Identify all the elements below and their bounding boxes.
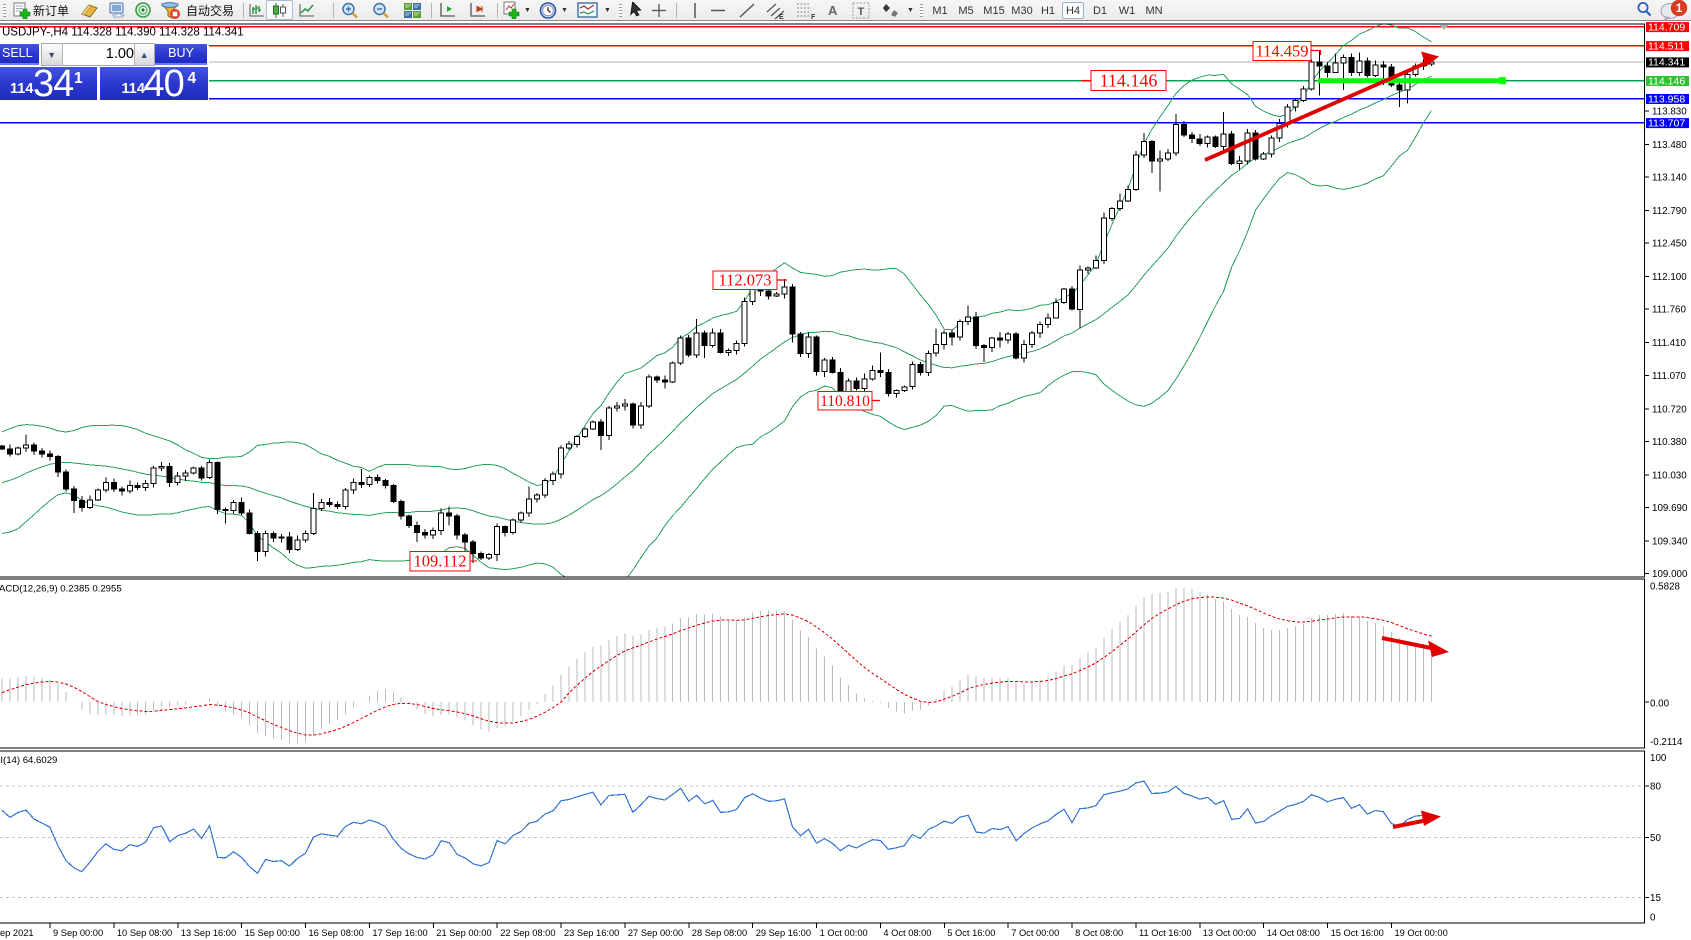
svg-text:114.511: 114.511 [1648,40,1685,52]
svg-text:ep 2021: ep 2021 [0,928,34,938]
svg-text:111.070: 111.070 [1652,371,1687,382]
svg-text:13 Oct 00:00: 13 Oct 00:00 [1203,928,1256,938]
svg-text:1 Oct 00:00: 1 Oct 00:00 [820,928,868,938]
svg-text:113.140: 113.140 [1652,173,1687,184]
svg-text:0: 0 [1650,913,1656,924]
svg-text:80: 80 [1650,781,1661,792]
svg-text:50: 50 [1650,833,1661,844]
svg-text:114.459: 114.459 [1255,41,1308,60]
svg-text:22 Sep 08:00: 22 Sep 08:00 [500,928,555,938]
svg-text:4 Oct 08:00: 4 Oct 08:00 [883,928,931,938]
svg-text:110.380: 110.380 [1652,437,1687,448]
svg-text:16 Sep 08:00: 16 Sep 08:00 [309,928,364,938]
svg-text:111.760: 111.760 [1652,305,1687,316]
svg-text:109.000: 109.000 [1652,569,1688,580]
svg-text:114.709: 114.709 [1648,22,1685,33]
svg-text:110.030: 110.030 [1652,470,1687,481]
svg-text:27 Sep 00:00: 27 Sep 00:00 [628,928,683,938]
svg-text:1: 1 [1676,1,1683,15]
svg-text:110.810: 110.810 [820,393,870,410]
svg-text:114.146: 114.146 [1648,75,1685,87]
svg-text:114.341: 114.341 [1648,57,1685,69]
svg-text:113.480: 113.480 [1652,140,1687,151]
svg-text:112.073: 112.073 [718,271,771,290]
svg-text:15 Sep 00:00: 15 Sep 00:00 [245,928,300,938]
svg-text:112.790: 112.790 [1652,206,1687,217]
svg-text:0.5828: 0.5828 [1650,582,1681,593]
svg-text:F: F [811,14,816,20]
svg-text:100: 100 [1650,753,1667,764]
svg-text:109.340: 109.340 [1652,536,1688,547]
svg-text:RSI(14) 64.6029: RSI(14) 64.6029 [0,755,57,766]
svg-text:9 Sep 00:00: 9 Sep 00:00 [53,928,103,938]
svg-text:113.707: 113.707 [1648,117,1685,129]
svg-text:8 Oct 08:00: 8 Oct 08:00 [1075,928,1123,938]
svg-text:19 Oct 00:00: 19 Oct 00:00 [1395,928,1448,938]
svg-text:MACD(12,26,9) 0.2385 0.2955: MACD(12,26,9) 0.2385 0.2955 [0,584,122,595]
svg-text:23 Sep 16:00: 23 Sep 16:00 [564,928,619,938]
svg-text:114.146: 114.146 [1100,70,1158,90]
svg-text:13 Sep 16:00: 13 Sep 16:00 [181,928,236,938]
svg-text:T: T [858,6,865,18]
svg-text:10 Sep 08:00: 10 Sep 08:00 [117,928,172,938]
svg-text:17 Sep 16:00: 17 Sep 16:00 [372,928,427,938]
svg-text:-0.2114: -0.2114 [1650,737,1683,748]
svg-text:15 Oct 16:00: 15 Oct 16:00 [1331,928,1384,938]
svg-text:109.112: 109.112 [413,552,466,571]
svg-text:7 Oct 00:00: 7 Oct 00:00 [1011,928,1059,938]
svg-text:113.958: 113.958 [1648,93,1685,105]
svg-text:15: 15 [1650,893,1661,904]
svg-text:111.410: 111.410 [1652,338,1687,349]
svg-text:28 Sep 08:00: 28 Sep 08:00 [692,928,747,938]
svg-text:29 Sep 16:00: 29 Sep 16:00 [756,928,811,938]
svg-text:109.690: 109.690 [1652,503,1688,514]
svg-text:E: E [779,14,784,20]
svg-text:11 Oct 16:00: 11 Oct 16:00 [1139,928,1192,938]
svg-text:0.00: 0.00 [1650,699,1670,710]
svg-text:112.100: 112.100 [1652,272,1687,283]
svg-text:110.720: 110.720 [1652,404,1687,415]
svg-text:USDJPY-,H4 114.328 114.390 11: USDJPY-,H4 114.328 114.390 114.328 114.3… [2,27,244,39]
svg-text:14 Oct 08:00: 14 Oct 08:00 [1267,928,1320,938]
svg-text:113.830: 113.830 [1652,107,1687,118]
svg-text:112.450: 112.450 [1652,239,1687,250]
svg-text:5 Oct 16:00: 5 Oct 16:00 [947,928,995,938]
svg-text:21 Sep 00:00: 21 Sep 00:00 [436,928,491,938]
